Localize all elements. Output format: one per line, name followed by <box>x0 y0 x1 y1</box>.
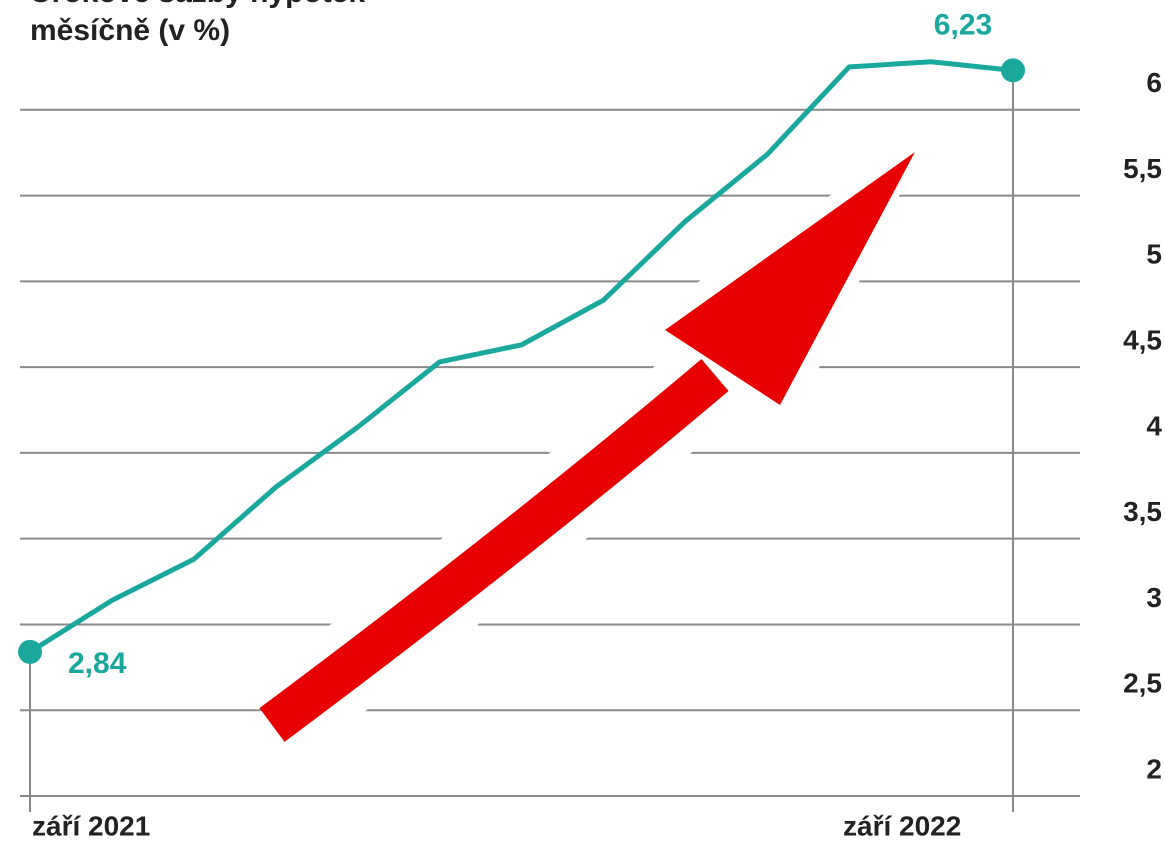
y-tick-label: 5 <box>1146 239 1162 270</box>
y-tick-label: 2,5 <box>1123 668 1162 699</box>
chart-subtitle: měsíčně (v %) <box>30 14 230 47</box>
value-label: 6,23 <box>934 8 992 41</box>
x-tick-label: září 2022 <box>843 810 961 841</box>
y-tick-label: 6 <box>1146 67 1162 98</box>
grid <box>20 75 1080 812</box>
y-tick-label: 5,5 <box>1123 153 1162 184</box>
y-tick-label: 4,5 <box>1123 325 1162 356</box>
value-label: 2,84 <box>68 647 127 680</box>
line-series <box>28 59 1014 655</box>
end-point <box>1001 58 1025 83</box>
y-tick-label: 3 <box>1146 582 1162 613</box>
end-point <box>18 639 42 664</box>
y-tick-label: 3,5 <box>1123 496 1162 527</box>
trend-arrow <box>245 130 930 762</box>
x-tick-label: září 2021 <box>32 810 150 841</box>
y-tick-label: 2 <box>1146 753 1162 784</box>
chart-title: Úrokové sazby hypoték <box>30 0 365 9</box>
y-tick-label: 4 <box>1146 410 1162 441</box>
